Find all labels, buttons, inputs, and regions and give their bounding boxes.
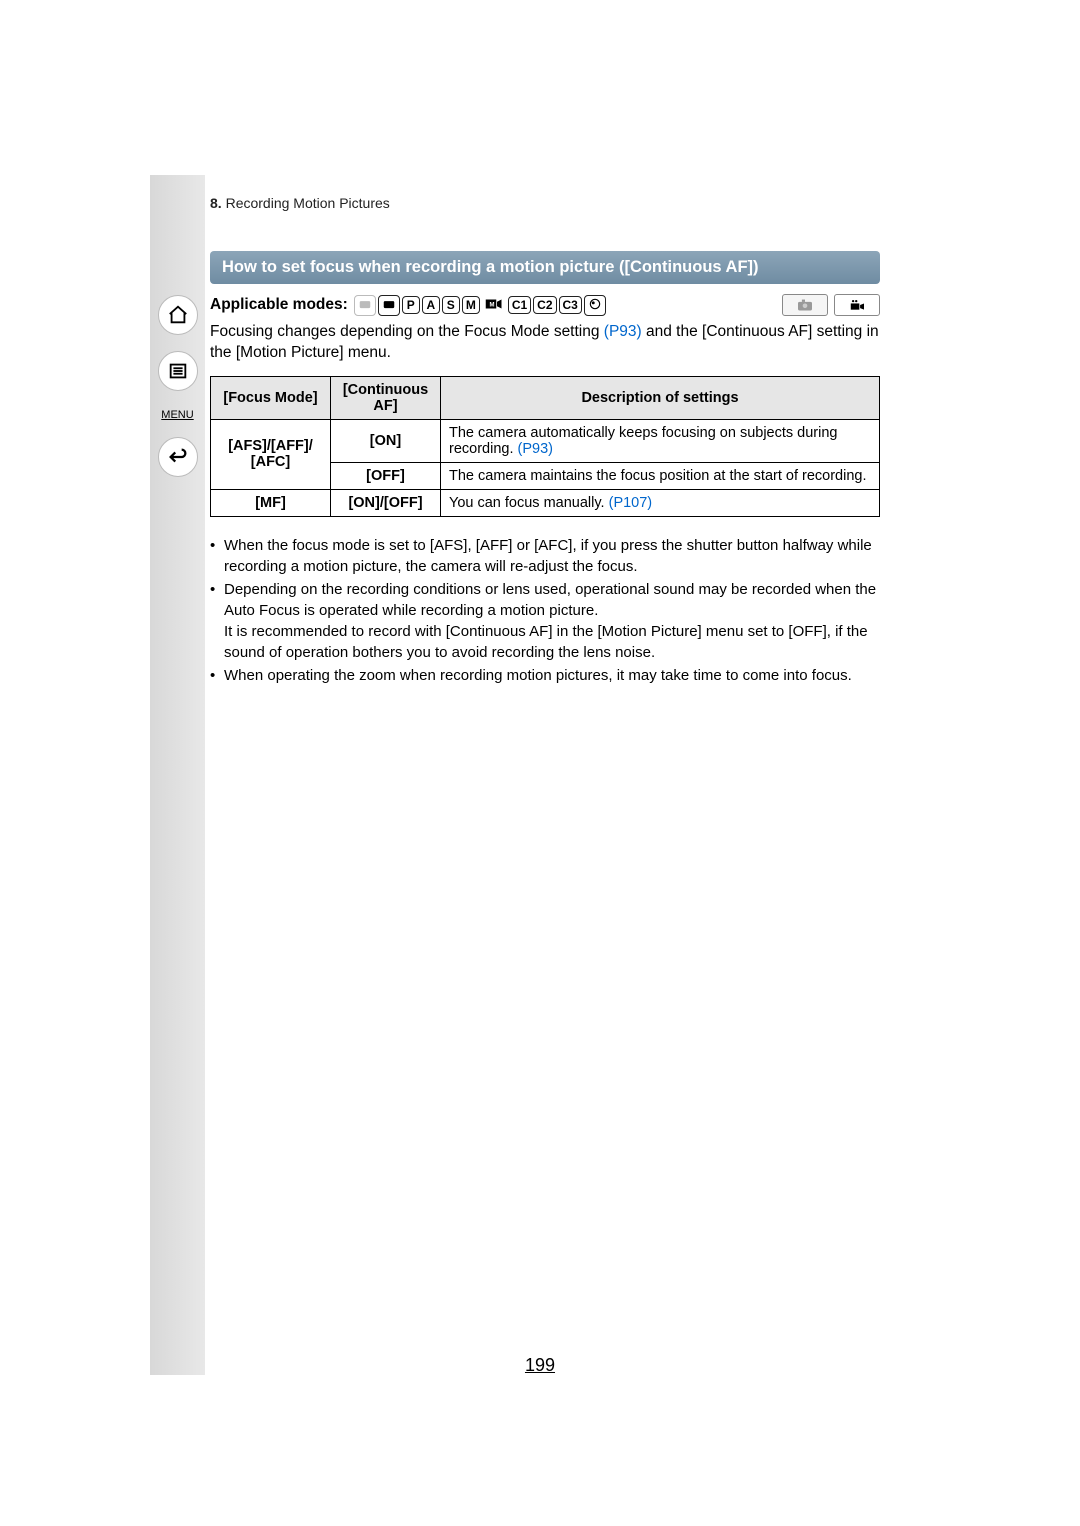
mode-movie-icon: M: [482, 296, 506, 315]
applicable-label: Applicable modes:: [210, 296, 348, 314]
row3-desc-link[interactable]: (P107): [609, 495, 653, 511]
cell-afs: [AFS]/[AFF]/ [AFC]: [211, 419, 331, 489]
note-2a: Depending on the recording conditions or…: [224, 581, 876, 619]
video-icon: [834, 294, 880, 316]
cell-on-desc: The camera automatically keeps focusing …: [441, 419, 880, 462]
row1-desc-link[interactable]: (P93): [518, 441, 553, 457]
page-content: 8. Recording Motion Pictures How to set …: [210, 195, 880, 688]
th-description: Description of settings: [441, 376, 880, 419]
settings-table: [Focus Mode] [Continuous AF] Description…: [210, 376, 880, 517]
mode-s: S: [442, 296, 460, 314]
note-2b: It is recommended to record with [Contin…: [224, 623, 868, 661]
applicable-modes-row: Applicable modes: P A S M M C1 C2 C3: [210, 294, 880, 316]
cell-onoff: [ON]/[OFF]: [331, 489, 441, 516]
note-3: When operating the zoom when recording m…: [224, 665, 852, 686]
camera-icon: [782, 294, 828, 316]
note-1: When the focus mode is set to [AFS], [AF…: [224, 535, 880, 577]
svg-text:M: M: [489, 302, 494, 308]
menu-label[interactable]: MENU: [161, 409, 193, 421]
mode-a: A: [422, 296, 440, 314]
mode-c3: C3: [559, 296, 582, 314]
sidebar: MENU: [150, 175, 205, 1375]
bullet-dot: •: [210, 665, 224, 686]
row1-desc-text: The camera automatically keeps focusing …: [449, 425, 837, 457]
mode-p: P: [402, 296, 420, 314]
mode-iaplus-icon: [378, 295, 400, 316]
chapter-title: Recording Motion Pictures: [222, 195, 390, 211]
mode-ia-icon: [354, 295, 376, 316]
home-icon[interactable]: [158, 295, 198, 335]
section-heading: How to set focus when recording a motion…: [210, 251, 880, 284]
intro-paragraph: Focusing changes depending on the Focus …: [210, 322, 880, 364]
cell-off-desc: The camera maintains the focus position …: [441, 462, 880, 489]
note-item: • When the focus mode is set to [AFS], […: [210, 535, 880, 577]
bullet-dot: •: [210, 579, 224, 663]
note-item: • When operating the zoom when recording…: [210, 665, 880, 686]
chapter-number: 8.: [210, 195, 222, 211]
back-icon[interactable]: [158, 437, 198, 477]
th-focus-mode: [Focus Mode]: [211, 376, 331, 419]
intro-text-1: Focusing changes depending on the Focus …: [210, 323, 604, 340]
row3-desc-text: You can focus manually.: [449, 495, 609, 511]
page-number[interactable]: 199: [0, 1355, 1080, 1376]
cell-mf: [MF]: [211, 489, 331, 516]
note-item: • Depending on the recording conditions …: [210, 579, 880, 663]
intro-link-1[interactable]: (P93): [604, 323, 642, 340]
bullet-dot: •: [210, 535, 224, 577]
mode-c2: C2: [533, 296, 556, 314]
mode-palette-icon: [584, 295, 606, 316]
mode-m: M: [462, 296, 480, 314]
th-continuous: [Continuous AF]: [331, 376, 441, 419]
mode-icons: P A S M M C1 C2 C3: [354, 295, 606, 316]
notes-list: • When the focus mode is set to [AFS], […: [210, 535, 880, 686]
toc-icon[interactable]: [158, 351, 198, 391]
cell-mf-desc: You can focus manually. (P107): [441, 489, 880, 516]
cell-on: [ON]: [331, 419, 441, 462]
breadcrumb: 8. Recording Motion Pictures: [210, 195, 880, 211]
note-2: Depending on the recording conditions or…: [224, 579, 880, 663]
cell-off: [OFF]: [331, 462, 441, 489]
mode-c1: C1: [508, 296, 531, 314]
